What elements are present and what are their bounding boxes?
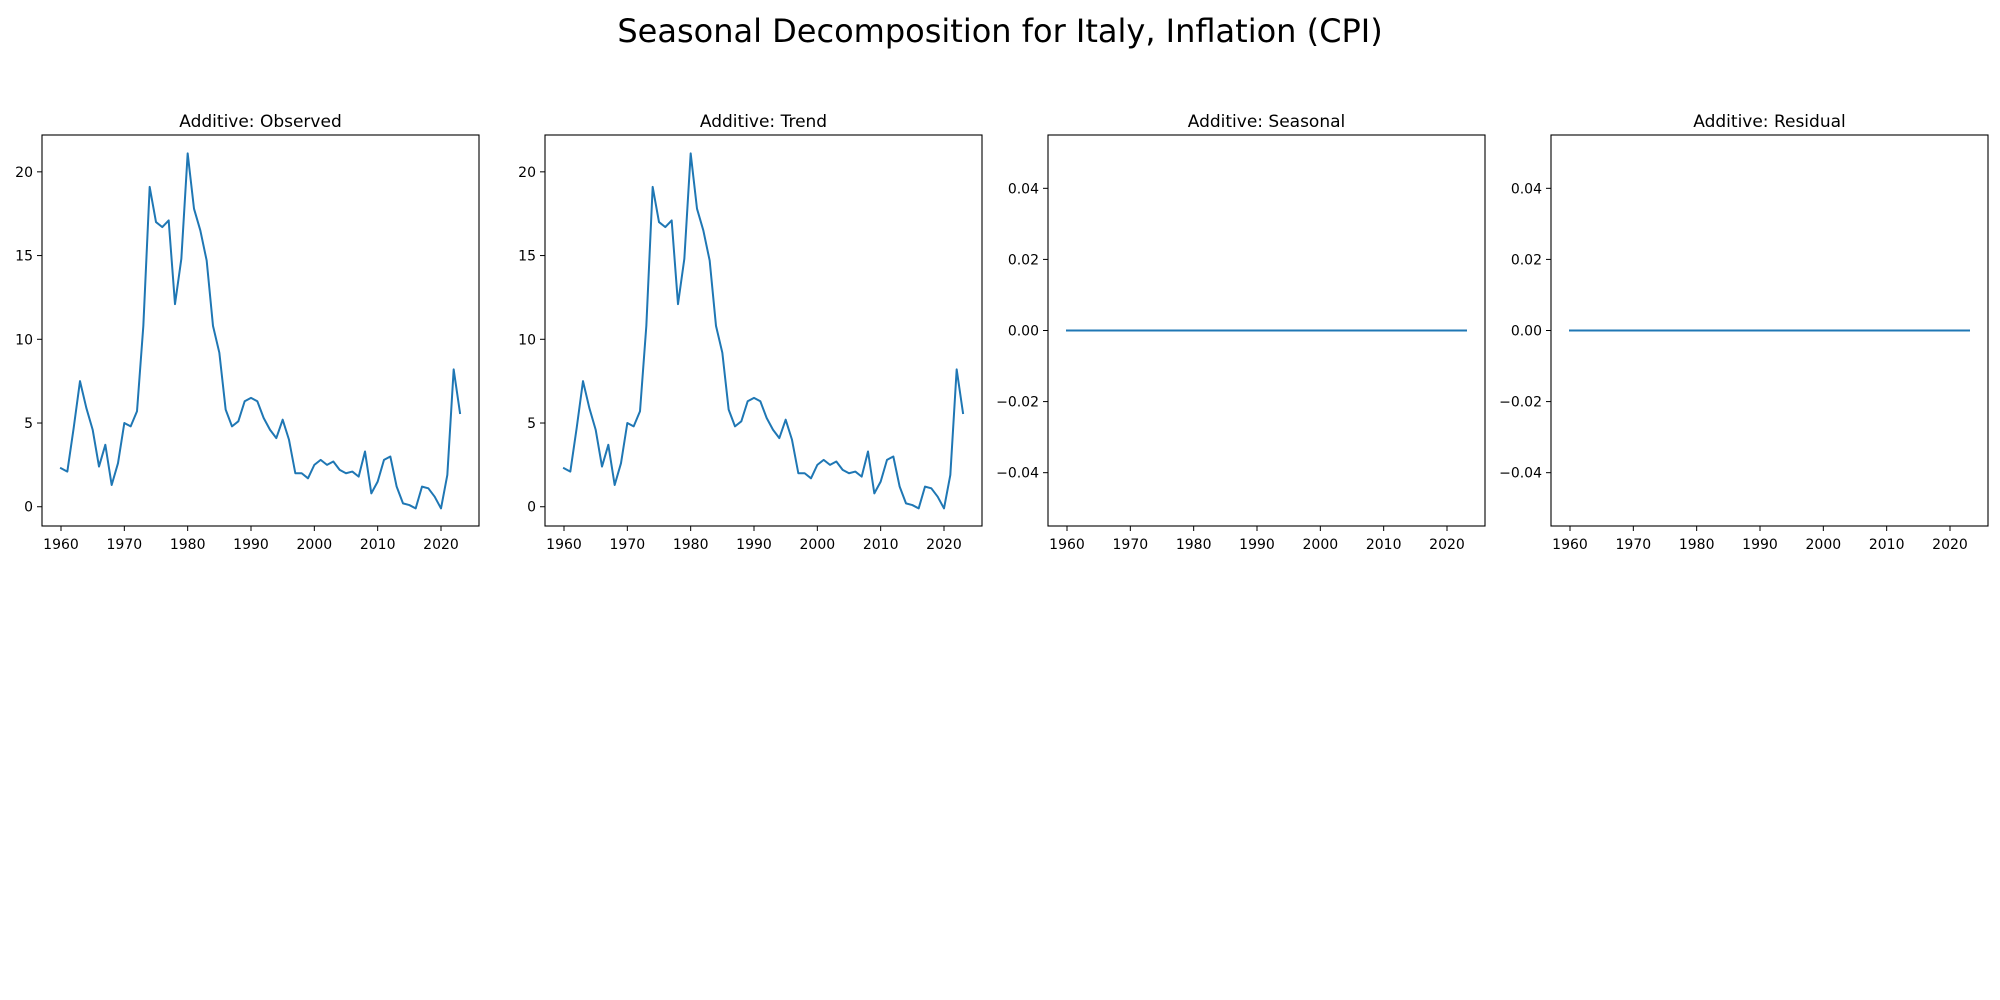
subplot-title: Additive: Trend (700, 112, 827, 132)
x-tick-label: 2010 (1869, 537, 1905, 553)
y-tick-label: 5 (24, 416, 33, 432)
x-tick-label: 2020 (1429, 537, 1465, 553)
x-tick-label: 1990 (1742, 537, 1778, 553)
y-tick-label: 0.04 (1008, 181, 1039, 197)
subplot-2: Additive: Seasonal 1960 1970 1980 1990 2000 20… (996, 112, 1486, 553)
subplot-0: Additive: Observed 1960 1970 1980 1990 2000 20… (15, 112, 480, 553)
axes-frame (41, 134, 480, 527)
y-tick-label: −0.02 (996, 395, 1039, 411)
subplot-title: Additive: Seasonal (1188, 112, 1346, 132)
x-tick-label: 1990 (736, 537, 772, 553)
y-tick-label: 10 (518, 332, 536, 348)
y-tick-label: 0.04 (1511, 181, 1542, 197)
y-tick-label: 0 (527, 500, 536, 516)
x-tick-label: 1970 (1113, 537, 1149, 553)
x-tick-label: 2010 (360, 537, 396, 553)
y-tick-label: −0.04 (996, 466, 1039, 482)
x-tick-label: 2010 (1366, 537, 1402, 553)
x-tick-label: 1970 (107, 537, 143, 553)
x-tick-label: 2000 (1806, 537, 1842, 553)
subplot-title: Additive: Residual (1693, 112, 1845, 132)
x-tick-label: 1990 (1239, 537, 1275, 553)
figure-title: Seasonal Decomposition for Italy, Inflat… (617, 12, 1383, 50)
x-tick-label: 1980 (1679, 537, 1715, 553)
y-tick-label: 20 (518, 165, 536, 181)
x-tick-label: 1960 (1552, 537, 1588, 553)
subplot-title: Additive: Observed (179, 112, 341, 132)
x-tick-label: 1970 (610, 537, 646, 553)
x-tick-label: 1980 (170, 537, 206, 553)
y-tick-label: 20 (15, 165, 33, 181)
y-tick-label: 0.02 (1511, 252, 1542, 268)
y-tick-label: 15 (518, 249, 536, 265)
x-tick-label: 1970 (1616, 537, 1652, 553)
x-tick-label: 2010 (863, 537, 899, 553)
y-tick-label: 0 (24, 500, 33, 516)
x-tick-label: 1960 (1049, 537, 1085, 553)
x-tick-label: 2000 (297, 537, 333, 553)
y-tick-label: 0.00 (1008, 324, 1039, 340)
y-tick-label: 10 (15, 332, 33, 348)
y-tick-label: −0.02 (1499, 395, 1542, 411)
x-tick-label: 1980 (673, 537, 709, 553)
series-line (562, 152, 965, 510)
axes-frame (544, 134, 983, 527)
y-tick-label: 0.02 (1008, 252, 1039, 268)
x-tick-label: 2020 (926, 537, 962, 553)
x-tick-label: 1960 (546, 537, 582, 553)
x-tick-label: 2020 (1932, 537, 1968, 553)
y-tick-label: 0.00 (1511, 324, 1542, 340)
x-tick-label: 2000 (1303, 537, 1339, 553)
subplot-3: Additive: Residual 1960 1970 1980 1990 2000 20… (1499, 112, 1989, 553)
x-tick-label: 2000 (800, 537, 836, 553)
series-line (59, 152, 462, 510)
x-tick-label: 2020 (423, 537, 459, 553)
x-tick-label: 1980 (1176, 537, 1212, 553)
y-tick-label: −0.04 (1499, 466, 1542, 482)
y-tick-label: 15 (15, 249, 33, 265)
x-tick-label: 1960 (43, 537, 79, 553)
x-tick-label: 1990 (233, 537, 269, 553)
y-tick-label: 5 (527, 416, 536, 432)
